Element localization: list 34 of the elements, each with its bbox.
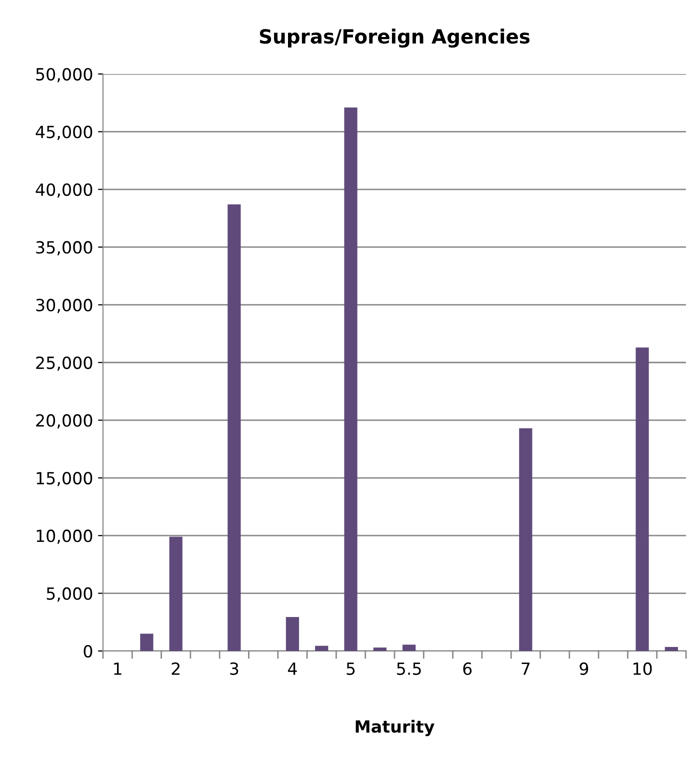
x-tick-label: 3 [230,662,238,676]
bar [286,616,300,651]
x-tick-label: 1 [114,662,122,675]
y-tick-label: 35,000 [36,241,92,256]
chart-title: Supras/Foreign Agencies [260,28,530,48]
x-tick-label: 9 [580,662,588,676]
bar [373,648,386,651]
x-tick-label: 4 [288,662,297,675]
x-tick-label: 7 [522,662,530,675]
x-tick-label: 10 [634,662,652,676]
y-tick-label: 40,000 [36,183,92,198]
y-tick-label: 45,000 [36,126,92,140]
bar [315,646,328,651]
y-tick-label: 50,000 [36,68,92,82]
x-tick-label: 5.5 [397,662,421,676]
bar [344,107,358,651]
y-tick-label: 20,000 [36,414,92,428]
y-tick-label: 10,000 [36,530,92,544]
x-axis-title: Maturity [356,720,434,736]
bar [402,644,416,651]
x-tick-label: 2 [172,662,180,675]
bar [228,204,241,651]
x-tick-label: 6 [463,662,472,676]
y-tick-label: 0 [84,644,92,658]
y-tick-label: 15,000 [36,472,92,486]
y-tick-label: 30,000 [36,298,92,314]
y-tick-label: 5,000 [46,587,92,602]
bar [140,634,154,651]
bar [169,536,182,651]
bar [664,646,678,651]
x-tick-label: 5 [346,662,355,676]
bar [636,348,649,651]
bar [519,428,532,651]
y-tick-label: 25,000 [36,356,92,371]
